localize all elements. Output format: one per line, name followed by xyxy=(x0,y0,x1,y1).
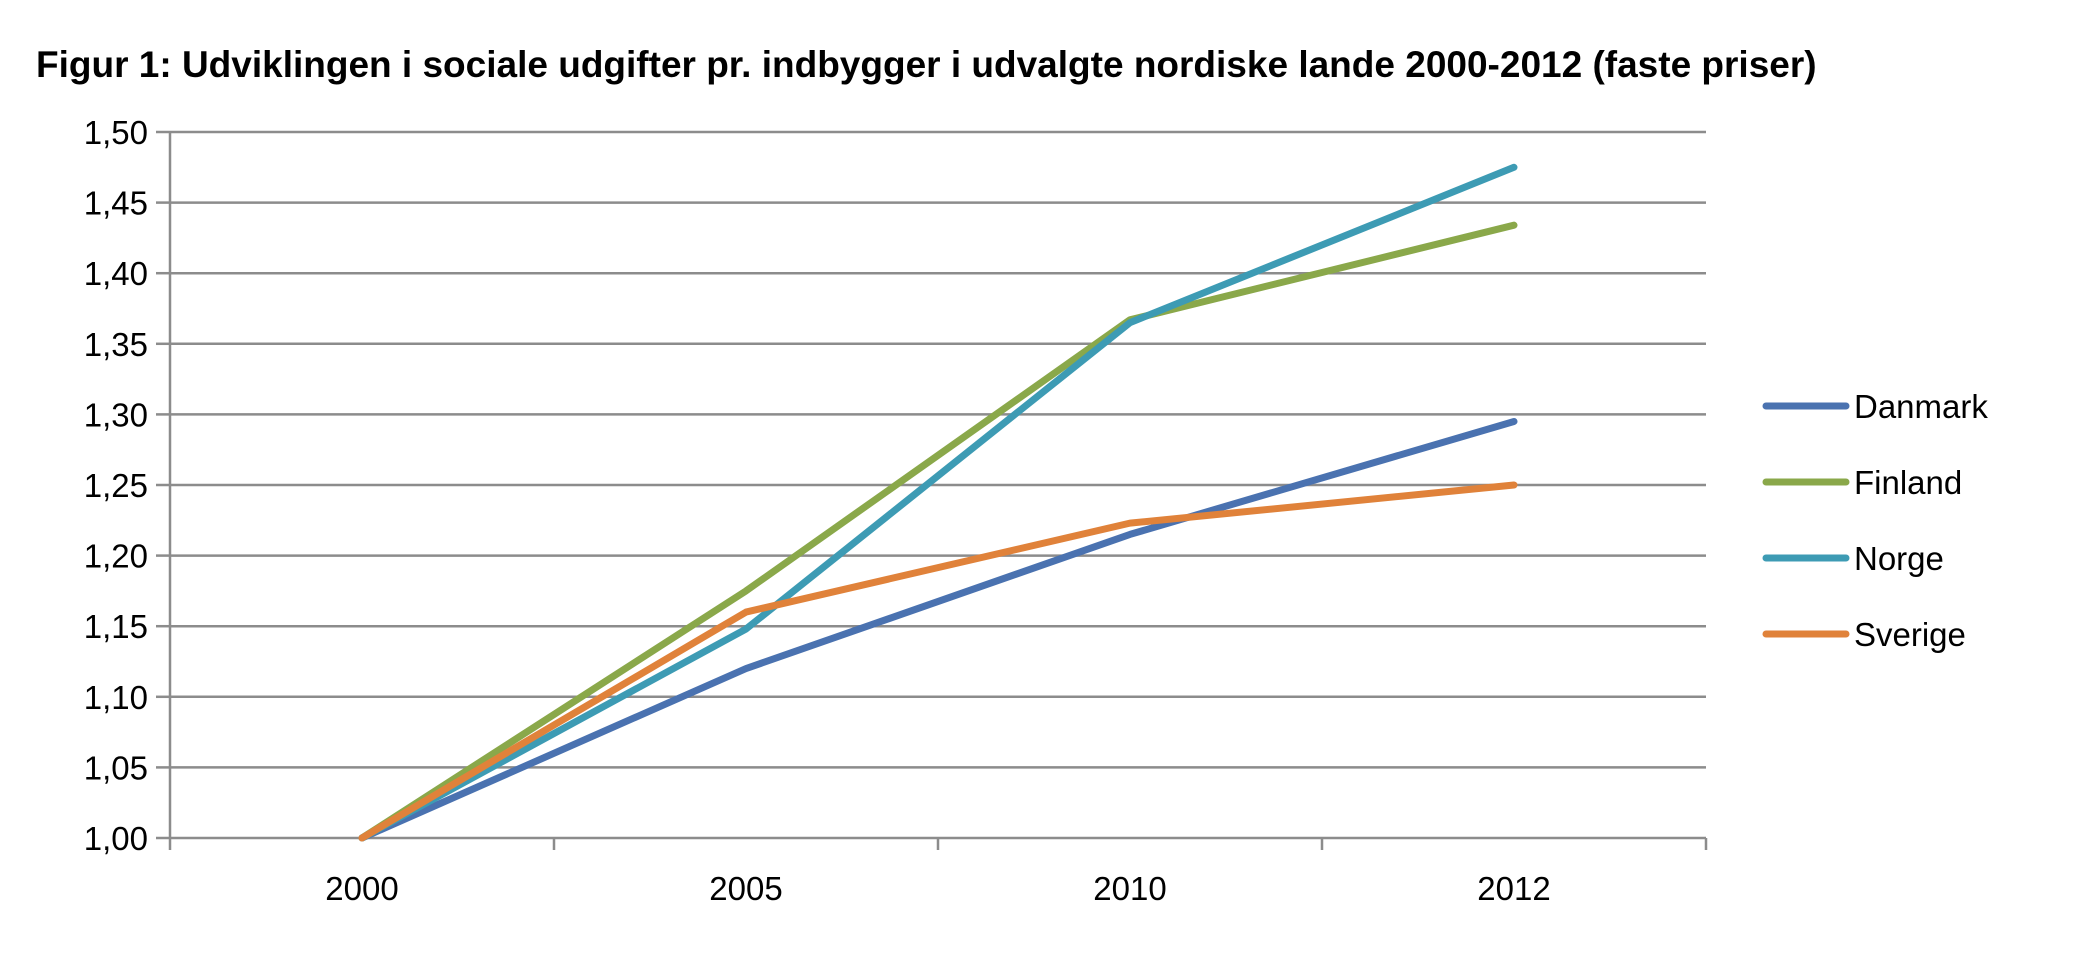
legend-label: Sverige xyxy=(1854,616,1966,653)
series-line-norge xyxy=(358,163,1518,842)
chart-title: Figur 1: Udviklingen i sociale udgifter … xyxy=(36,44,1817,85)
y-tick-label: 1,25 xyxy=(84,467,148,504)
y-tick-label: 1,40 xyxy=(84,255,148,292)
y-tick-label: 1,05 xyxy=(84,749,148,786)
series-line-sverige xyxy=(358,481,1518,842)
y-tick-label: 1,15 xyxy=(84,608,148,645)
y-tick-label: 1,35 xyxy=(84,326,148,363)
legend-label: Danmark xyxy=(1854,388,1988,425)
x-tick-label: 2000 xyxy=(325,870,398,907)
y-tick-label: 1,20 xyxy=(84,538,148,575)
legend-label: Norge xyxy=(1854,540,1944,577)
x-tick-label: 2005 xyxy=(709,870,782,907)
x-tick-label: 2010 xyxy=(1093,870,1166,907)
y-tick-label: 1,30 xyxy=(84,396,148,433)
y-tick-label: 1,10 xyxy=(84,679,148,716)
y-tick-label: 1,00 xyxy=(84,820,148,857)
legend: Danmark Finland Norge Sverige xyxy=(1762,388,1988,653)
y-tick-labels: 1,00 1,05 1,10 1,15 1,20 1,25 1,30 1,35 1,40 1,45… xyxy=(84,114,148,857)
x-tick-labels: 2000 2005 2010 2012 xyxy=(325,870,1550,907)
series-lines xyxy=(358,163,1518,842)
y-tick-label: 1,45 xyxy=(84,185,148,222)
series-line-finland xyxy=(358,221,1518,842)
series-line-danmark xyxy=(358,417,1518,842)
gridlines xyxy=(170,130,1706,769)
axes xyxy=(156,130,1708,850)
legend-label: Finland xyxy=(1854,464,1962,501)
x-tick-label: 2012 xyxy=(1477,870,1550,907)
y-tick-label: 1,50 xyxy=(84,114,148,151)
